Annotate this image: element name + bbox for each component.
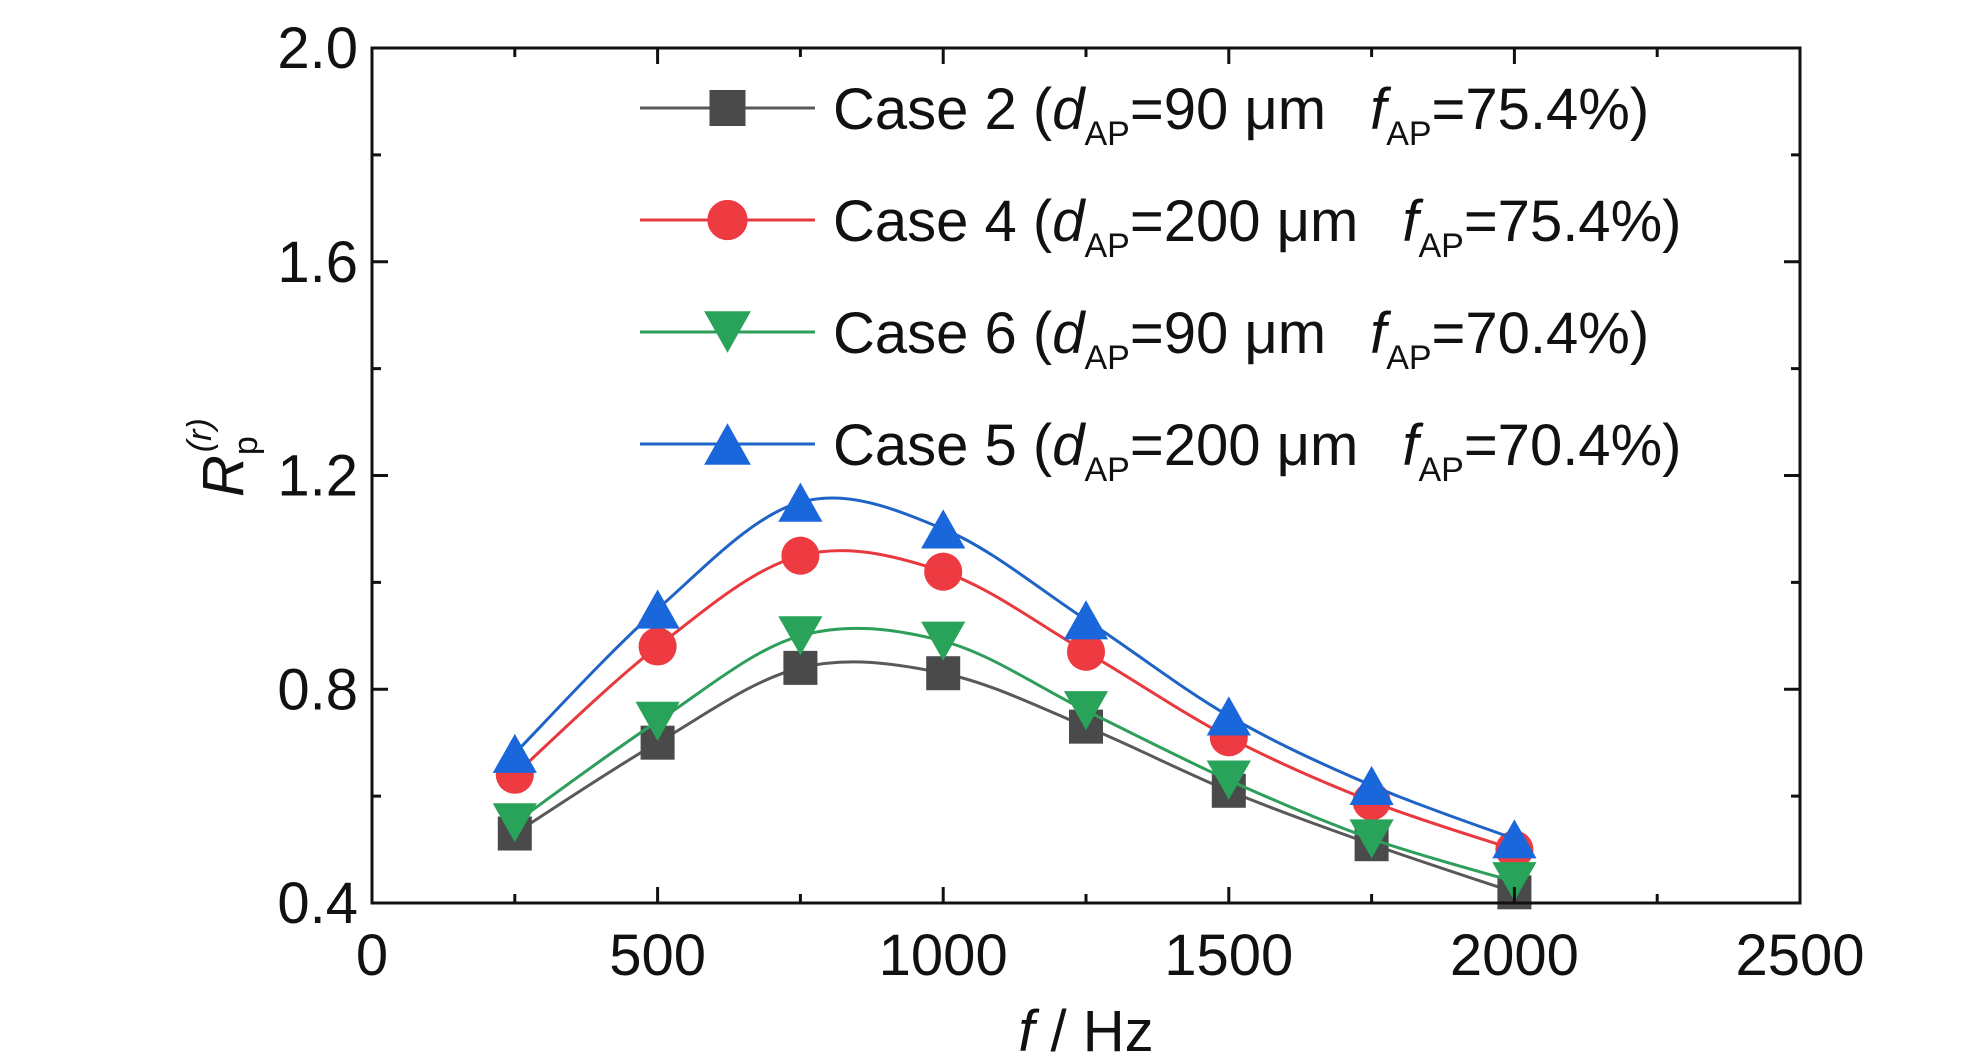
y-axis-title: Rp (r) [181, 418, 265, 497]
legend-label-part: d [1052, 77, 1086, 142]
legend-label-part: =90 μm [1130, 301, 1326, 366]
data-point-triangle-up [921, 509, 966, 549]
legend-label-part: AP [1386, 115, 1431, 153]
x-tick-label: 1500 [1164, 923, 1293, 988]
data-point-triangle-up [1063, 600, 1109, 640]
legend-item: Case 6 (dAP=90 μm fAP=70.4%) [640, 301, 1649, 377]
data-point-triangle-down [921, 621, 966, 661]
legend-label-part: Case 6 ( [833, 301, 1052, 366]
y-axis-subscript: p [227, 436, 265, 455]
x-tick-label: 500 [609, 923, 706, 988]
data-point-triangle-down [1063, 691, 1109, 731]
legend-label: Case 4 (dAP=200 μm fAP=75.4%) [833, 189, 1681, 265]
y-tick-label: 0.8 [277, 657, 358, 722]
legend-label-part: =75.4%) [1464, 189, 1682, 254]
legend-label-part: Case 2 ( [833, 77, 1052, 142]
legend-label-part: =200 μm [1130, 413, 1359, 478]
legend-label-part: =75.4%) [1432, 77, 1650, 142]
legend-item: Case 4 (dAP=200 μm fAP=75.4%) [640, 189, 1681, 265]
series-triangle-up [492, 482, 1537, 859]
series-layer [492, 482, 1537, 910]
legend-item: Case 5 (dAP=200 μm fAP=70.4%) [640, 413, 1681, 489]
data-point-triangle-down [492, 803, 537, 843]
legend-item: Case 2 (dAP=90 μm fAP=75.4%) [640, 77, 1649, 153]
data-point-triangle-down [1206, 760, 1251, 800]
data-point-triangle-down [778, 616, 823, 656]
data-point-square [783, 650, 818, 685]
data-point-triangle-down [1492, 862, 1537, 902]
x-axis-title: f / Hz [1018, 999, 1153, 1063]
legend-label-part: AP [1084, 451, 1129, 489]
legend-label-part: AP [1418, 451, 1463, 489]
legend-label-part: =200 μm [1130, 189, 1359, 254]
data-point-triangle-up [1206, 696, 1251, 736]
x-tick-label: 0 [356, 923, 388, 988]
legend-label: Case 6 (dAP=90 μm fAP=70.4%) [833, 301, 1649, 377]
legend-label: Case 5 (dAP=200 μm fAP=70.4%) [833, 413, 1681, 489]
x-tick-label: 1000 [879, 923, 1008, 988]
legend: Case 2 (dAP=90 μm fAP=75.4%)Case 4 (dAP=2… [640, 77, 1681, 489]
legend-label-part: =70.4%) [1432, 301, 1650, 366]
legend-label-part: AP [1418, 227, 1463, 265]
data-point-triangle-up [635, 589, 680, 629]
y-tick-label: 2.0 [277, 16, 358, 81]
x-tick-label: 2000 [1450, 923, 1579, 988]
legend-label-part: Case 5 ( [833, 413, 1052, 478]
data-point-circle [781, 536, 820, 575]
legend-label-part: Case 4 ( [833, 189, 1052, 254]
y-axis-title-text: Rp (r) [181, 418, 265, 497]
data-point-square [926, 656, 961, 691]
y-tick-label: 1.6 [277, 230, 358, 295]
legend-label-part: d [1052, 413, 1086, 478]
legend-label-part: AP [1084, 227, 1129, 265]
legend-label-part: d [1052, 301, 1086, 366]
data-point-circle [1066, 632, 1106, 671]
data-point-circle [924, 552, 963, 591]
legend-label-part: d [1052, 189, 1086, 254]
data-point-triangle-up [1492, 819, 1537, 859]
legend-label: Case 2 (dAP=90 μm fAP=75.4%) [833, 77, 1649, 153]
y-axis-main: R [191, 455, 256, 497]
series-triangle-down [492, 616, 1537, 902]
y-tick-label: 1.2 [277, 444, 358, 509]
data-point-circle [638, 627, 677, 666]
data-point-triangle-down [635, 701, 680, 741]
data-point-triangle-up [1349, 765, 1394, 805]
x-axis-unit: / Hz [1034, 999, 1153, 1063]
data-point-triangle-down [1349, 819, 1394, 859]
legend-marker-circle [707, 199, 748, 241]
axes-layer: 0 500 1000 1500 2000 2500 0.4 0.8 1.2 1.6 2.0 [277, 16, 1864, 988]
data-point-triangle-up [778, 482, 823, 522]
legend-label-part: =90 μm [1130, 77, 1326, 142]
y-tick-label: 0.4 [277, 871, 358, 936]
x-tick-label: 2500 [1735, 923, 1864, 988]
legend-marker-square [709, 90, 746, 126]
legend-label-part: AP [1084, 339, 1129, 377]
legend-label-part: AP [1386, 339, 1431, 377]
y-axis-superscript: (r) [181, 418, 219, 452]
legend-label-part: AP [1084, 115, 1129, 153]
legend-marker-triangle-up [704, 423, 751, 465]
legend-marker-triangle-down [704, 311, 751, 353]
legend-label-part: =70.4%) [1464, 413, 1682, 478]
data-point-triangle-up [492, 733, 537, 773]
